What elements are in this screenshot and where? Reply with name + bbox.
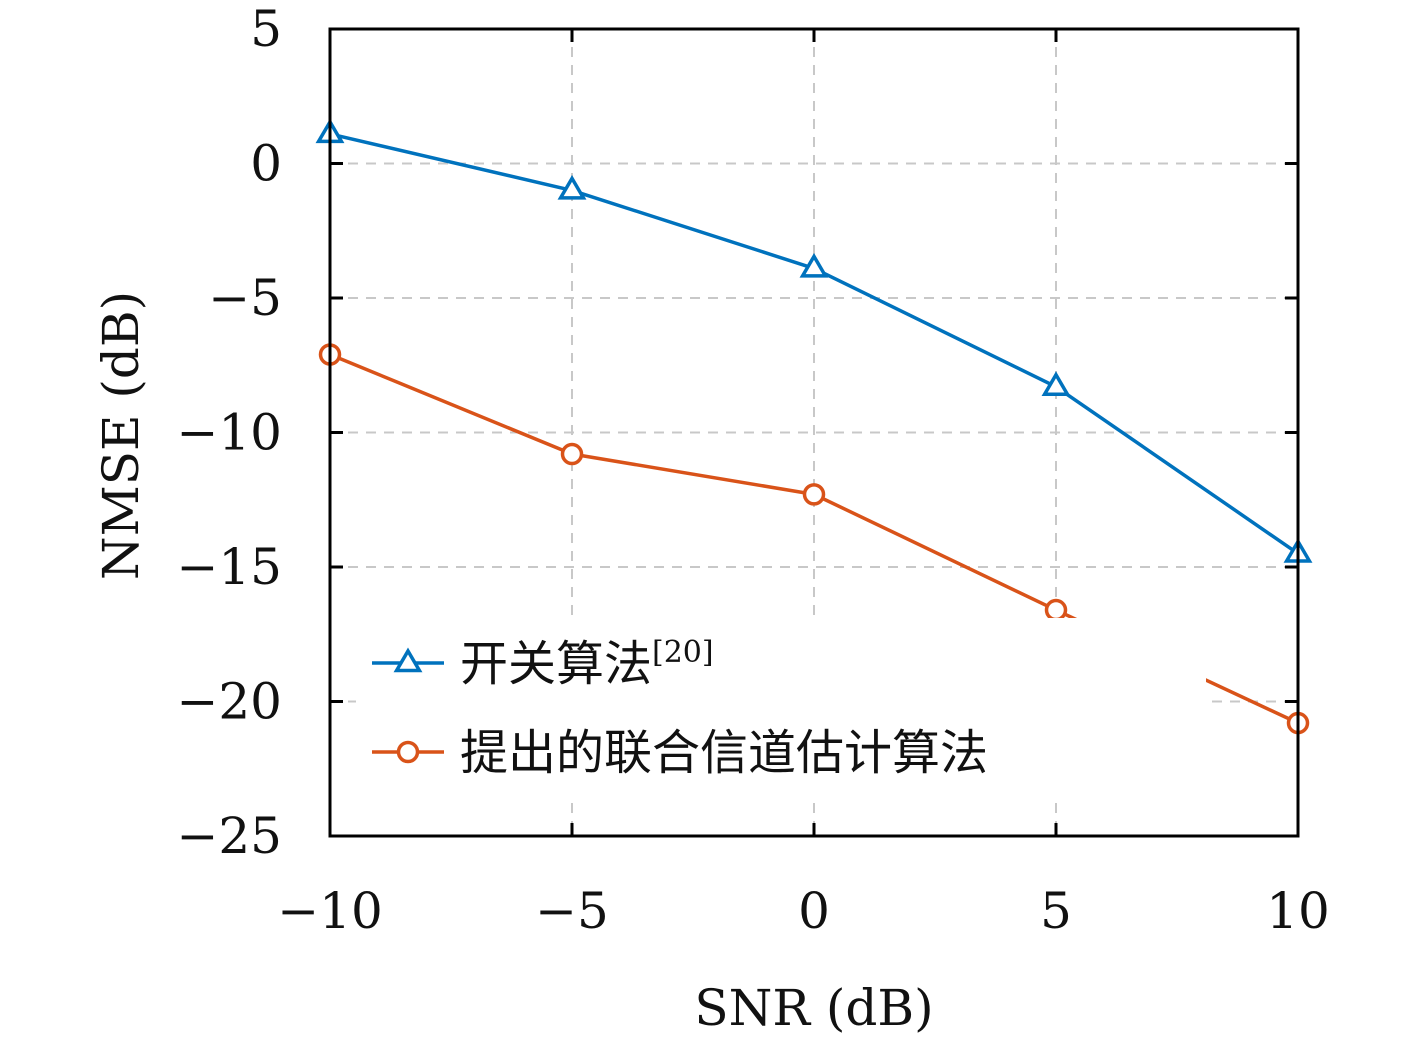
x-axis-label: SNR (dB)	[694, 979, 933, 1037]
x-tick-label: 0	[798, 882, 830, 940]
data-point-triangle	[1041, 371, 1071, 396]
legend-label-proposed-algorithm: 提出的联合信道估计算法	[460, 725, 988, 781]
y-tick-label: 5	[250, 0, 282, 58]
legend-circle-marker	[396, 740, 420, 764]
x-tick-label: −10	[277, 882, 383, 940]
y-tick-label: −15	[176, 538, 282, 596]
y-tick-label: −25	[176, 807, 282, 865]
y-tick-label: 0	[250, 135, 282, 193]
y-tick-label: −10	[176, 404, 282, 462]
data-point-circle	[802, 483, 826, 506]
legend-label-switch-algorithm: 开关算法[20]	[460, 635, 714, 692]
legend: 开关算法[20] 提出的联合信道估计算法	[356, 618, 1206, 796]
y-axis-label: NMSE (dB)	[92, 291, 150, 580]
x-tick-label: −5	[535, 882, 609, 940]
x-tick-label: 5	[1040, 882, 1072, 940]
legend-background	[356, 618, 1206, 796]
data-point-circle	[1044, 598, 1068, 622]
legend-triangle-marker	[393, 647, 423, 673]
data-point-circle	[560, 442, 584, 466]
y-tick-label: −20	[176, 673, 282, 731]
data-point-triangle	[799, 252, 829, 278]
data-point-triangle	[557, 174, 587, 200]
legend-series-name: 开关算法	[460, 636, 652, 692]
legend-item-proposed-algorithm: 提出的联合信道估计算法	[372, 725, 988, 781]
x-tick-label: 10	[1266, 882, 1330, 940]
legend-item-switch-algorithm: 开关算法[20]	[372, 635, 714, 692]
y-tick-label: −5	[208, 269, 282, 327]
axis-ticks: −10 −5 0 5 10 5 0 −5 −10 −15 −20 −25	[176, 0, 1329, 940]
legend-reference-mark: [20]	[652, 635, 714, 670]
